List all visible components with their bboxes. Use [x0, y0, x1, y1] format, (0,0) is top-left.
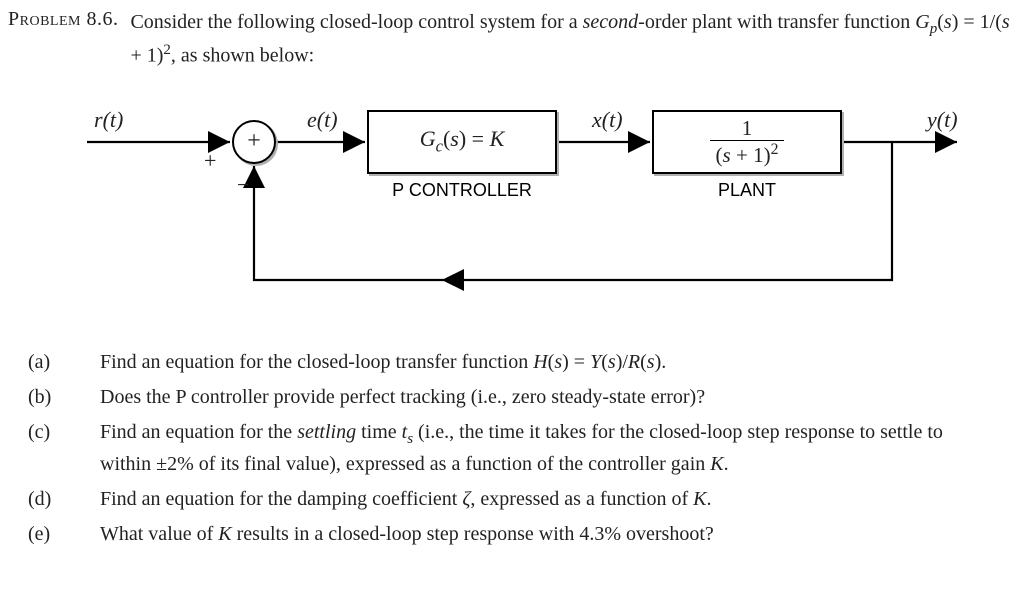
- block-diagram: + + − Gc(s) = K P CONTROLLER 1 (s + 1)2 …: [62, 90, 962, 320]
- signal-r: r(t): [94, 107, 123, 133]
- signal-y: y(t): [927, 107, 958, 133]
- plant-fraction: 1 (s + 1)2: [710, 117, 785, 167]
- sign-minus: −: [237, 172, 249, 198]
- question-label: (e): [28, 520, 100, 549]
- controller-block: Gc(s) = K: [367, 110, 557, 174]
- signal-e: e(t): [307, 107, 338, 133]
- question-row: (b)Does the P controller provide perfect…: [28, 383, 988, 412]
- problem-label: Problem 8.6.: [8, 8, 118, 31]
- question-label: (a): [28, 348, 100, 377]
- signal-x: x(t): [592, 107, 623, 133]
- question-text: What value of K results in a closed-loop…: [100, 520, 988, 549]
- question-label: (d): [28, 485, 100, 514]
- plant-label: PLANT: [652, 180, 842, 201]
- controller-content: Gc(s) = K: [420, 126, 505, 156]
- question-row: (a)Find an equation for the closed-loop …: [28, 348, 988, 377]
- problem-text: Consider the following closed-loop contr…: [130, 8, 1016, 70]
- plant-frac-den: (s + 1)2: [710, 140, 785, 167]
- plant-block: 1 (s + 1)2: [652, 110, 842, 174]
- question-row: (e)What value of K results in a closed-l…: [28, 520, 988, 549]
- problem-header: Problem 8.6. Consider the following clos…: [8, 8, 1016, 70]
- plant-frac-num: 1: [736, 117, 759, 140]
- question-text: Find an equation for the settling time t…: [100, 418, 988, 480]
- question-text: Find an equation for the closed-loop tra…: [100, 348, 988, 377]
- question-text: Does the P controller provide perfect tr…: [100, 383, 988, 412]
- controller-label: P CONTROLLER: [367, 180, 557, 201]
- question-row: (c)Find an equation for the settling tim…: [28, 418, 988, 480]
- questions-list: (a)Find an equation for the closed-loop …: [28, 348, 988, 550]
- question-row: (d)Find an equation for the damping coef…: [28, 485, 988, 514]
- summing-plus-icon: +: [247, 128, 261, 155]
- question-label: (c): [28, 418, 100, 447]
- sign-plus-left: +: [204, 148, 216, 174]
- summing-junction: +: [232, 120, 276, 164]
- question-text: Find an equation for the damping coeffic…: [100, 485, 988, 514]
- question-label: (b): [28, 383, 100, 412]
